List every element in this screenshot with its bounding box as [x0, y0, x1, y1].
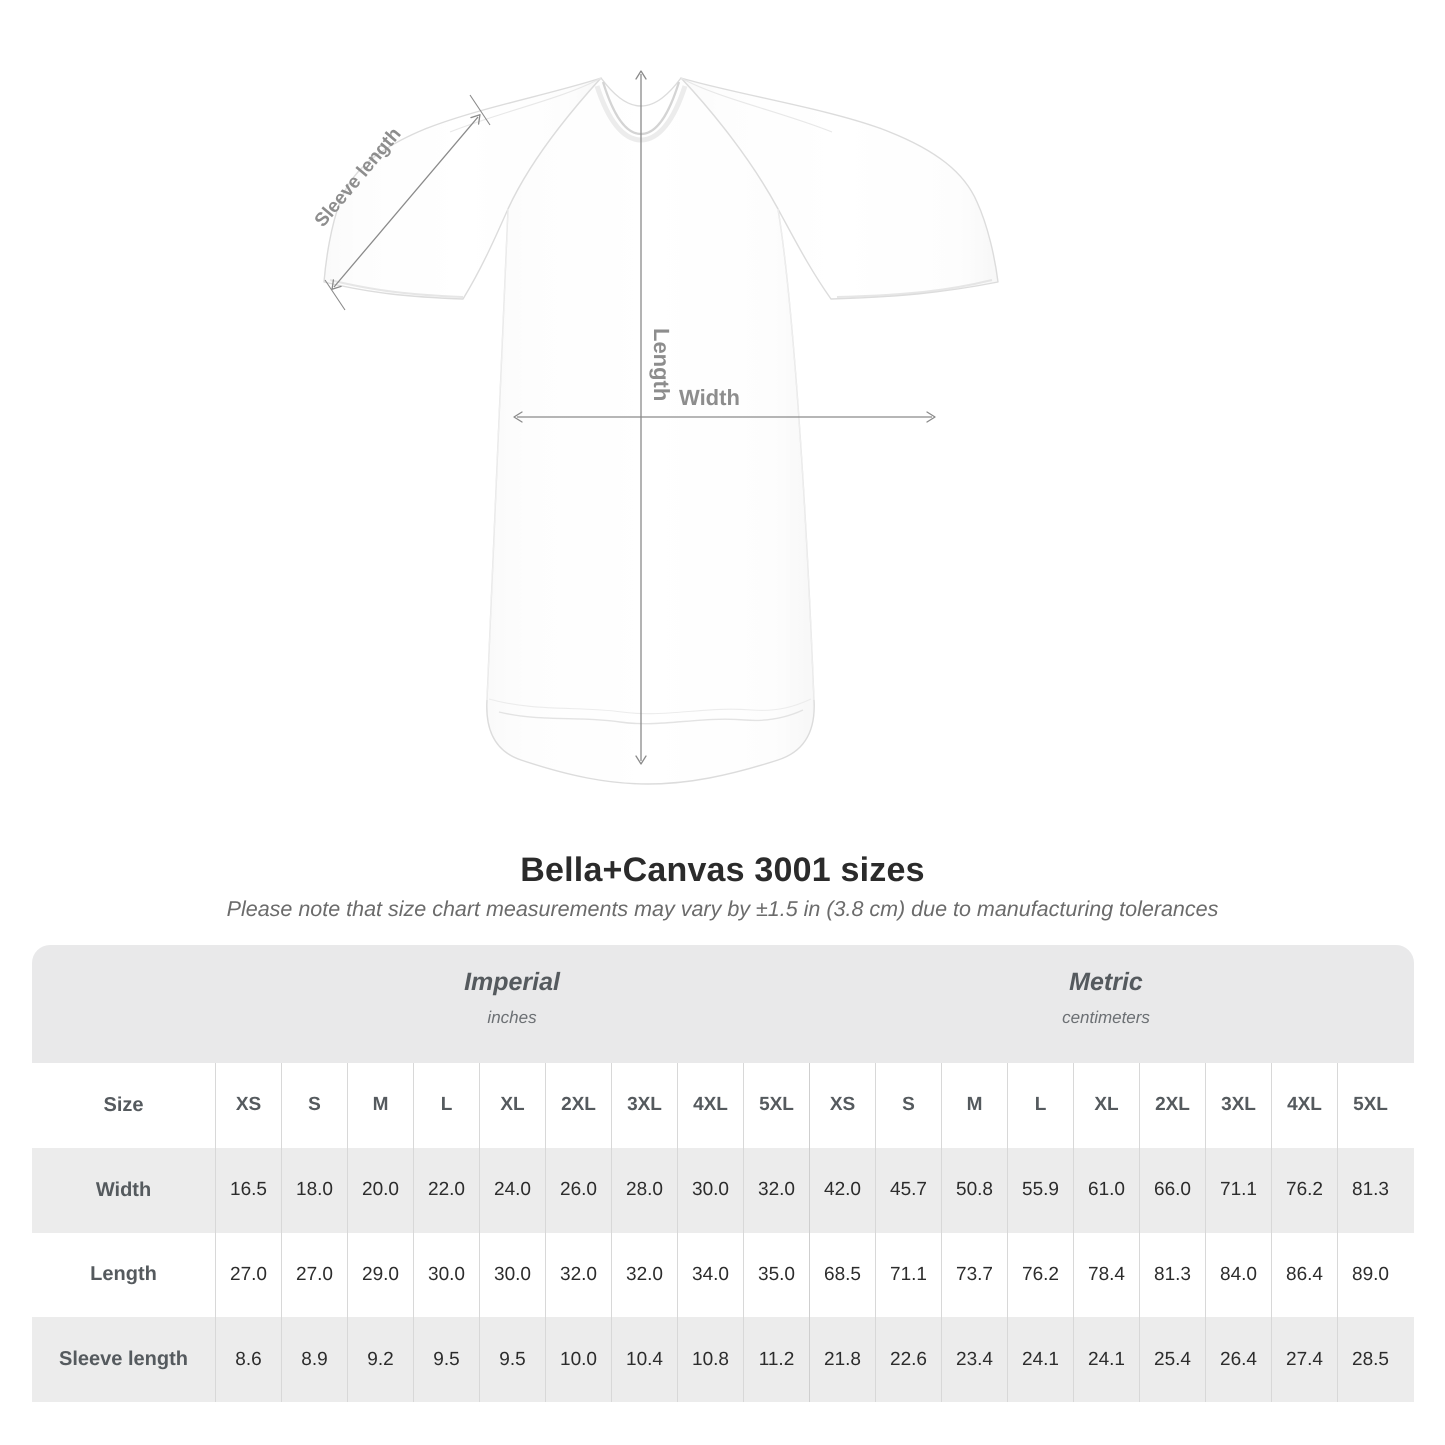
svg-text:Length: Length [649, 328, 674, 401]
svg-text:Sleeve length: Sleeve length [311, 124, 406, 231]
svg-text:Width: Width [679, 385, 740, 410]
